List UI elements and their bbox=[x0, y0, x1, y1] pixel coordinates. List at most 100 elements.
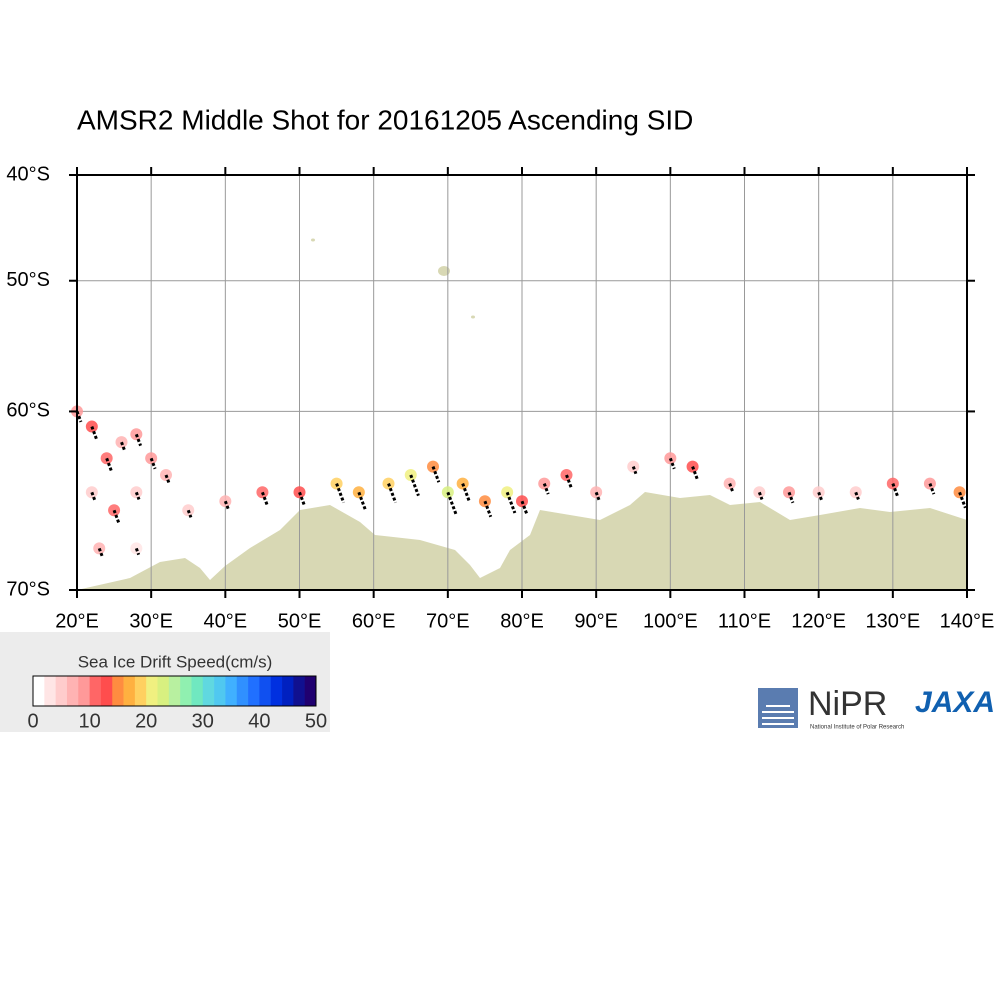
drift-arrow bbox=[357, 491, 367, 511]
colorbar-swatch bbox=[100, 676, 113, 706]
drift-vectors bbox=[71, 405, 967, 558]
drift-arrow bbox=[223, 500, 231, 511]
drift-arrow bbox=[728, 483, 735, 493]
x-tick-label: 20°E bbox=[55, 610, 99, 632]
x-tick-label: 110°E bbox=[718, 610, 771, 632]
colorbar-swatch bbox=[180, 676, 192, 706]
colorbar-swatch bbox=[202, 676, 215, 706]
colorbar-tick-label: 50 bbox=[305, 710, 327, 732]
drift-arrow bbox=[446, 491, 458, 516]
drift-arrow bbox=[120, 441, 127, 452]
x-tick-label: 30°E bbox=[129, 610, 173, 632]
x-tick-label: 100°E bbox=[643, 610, 698, 632]
jaxa-logo: JAXA bbox=[915, 686, 995, 719]
colorbar-swatch bbox=[134, 676, 147, 706]
colorbar-swatch bbox=[304, 676, 317, 706]
x-tick-label: 70°E bbox=[426, 610, 470, 632]
drift-arrow bbox=[691, 466, 700, 482]
drift-arrow bbox=[97, 547, 104, 558]
x-tick-label: 120°E bbox=[791, 610, 846, 632]
colorbar-swatch bbox=[146, 676, 158, 706]
colorbar: 0 10 20 30 40 50 bbox=[27, 675, 327, 732]
drift-point bbox=[501, 486, 514, 499]
drift-arrow bbox=[594, 491, 601, 502]
colorbar-swatch bbox=[112, 676, 124, 706]
drift-arrow bbox=[817, 491, 824, 501]
drift-arrow bbox=[483, 500, 493, 518]
colorbar-swatch bbox=[293, 676, 305, 706]
drift-arrow bbox=[757, 491, 764, 500]
x-tick-label: 140°E bbox=[940, 610, 995, 632]
colorbar-swatch bbox=[55, 676, 68, 706]
colorbar-swatch bbox=[168, 676, 181, 706]
drift-arrow bbox=[90, 426, 99, 441]
colorbar-swatch bbox=[259, 676, 272, 706]
colorbar-swatch bbox=[78, 676, 90, 706]
colorbar-swatch bbox=[66, 676, 79, 706]
drift-arrow bbox=[505, 491, 517, 514]
colorbar-swatch bbox=[236, 676, 249, 706]
island bbox=[438, 266, 450, 276]
drift-arrow bbox=[149, 457, 157, 470]
colorbar-tick-label: 30 bbox=[192, 710, 214, 732]
nipr-logo: NiPR National Institute of Polar Researc… bbox=[758, 685, 904, 731]
y-tick-label: 40°S bbox=[6, 163, 50, 185]
colorbar-title: Sea Ice Drift Speed(cm/s) bbox=[78, 652, 273, 671]
drift-arrow bbox=[134, 433, 142, 447]
x-tick-label: 60°E bbox=[352, 610, 396, 632]
colorbar-swatch bbox=[157, 676, 170, 706]
drift-arrow bbox=[105, 457, 113, 472]
drift-arrow bbox=[90, 491, 97, 501]
drift-arrow bbox=[431, 466, 441, 483]
colorbar-tick-label: 10 bbox=[78, 710, 100, 732]
drift-arrow bbox=[928, 483, 936, 495]
y-tick-label: 60°S bbox=[6, 400, 50, 422]
island bbox=[471, 315, 475, 319]
drift-arrow bbox=[261, 491, 269, 506]
drift-arrow bbox=[186, 509, 193, 518]
drift-arrow bbox=[409, 474, 420, 497]
nipr-icon bbox=[758, 688, 798, 728]
drift-arrow bbox=[298, 491, 307, 507]
y-tick-label: 70°S bbox=[6, 578, 50, 600]
drift-arrow bbox=[854, 491, 860, 500]
colorbar-swatch bbox=[214, 676, 226, 706]
colorbar-tick-label: 0 bbox=[27, 710, 38, 732]
x-tick-label: 50°E bbox=[278, 610, 322, 632]
colorbar-swatch bbox=[270, 676, 283, 706]
colorbar-border bbox=[32, 675, 317, 707]
drift-arrow bbox=[335, 483, 346, 504]
colorbar-swatch bbox=[248, 676, 260, 706]
y-tick-label: 50°S bbox=[6, 269, 50, 291]
nipr-subtitle: National Institute of Polar Research bbox=[810, 725, 904, 731]
colorbar-tick-label: 20 bbox=[135, 710, 157, 732]
nipr-icon-lines bbox=[762, 705, 794, 725]
x-tick-label: 130°E bbox=[865, 610, 920, 632]
colorbar-swatch bbox=[282, 676, 294, 706]
drift-arrow bbox=[164, 474, 171, 485]
drift-arrow bbox=[134, 491, 141, 500]
colorbar-swatch bbox=[33, 676, 45, 706]
drift-arrow bbox=[565, 474, 573, 488]
drift-arrow bbox=[520, 500, 529, 516]
map-title: AMSR2 Middle Shot for 20161205 Ascending… bbox=[77, 104, 693, 135]
axes: 20°E 30°E 40°E 50°E 60°E 70°E 80°E 90°E 100°E 110… bbox=[6, 163, 994, 632]
x-tick-label: 90°E bbox=[574, 610, 618, 632]
x-tick-label: 40°E bbox=[204, 610, 248, 632]
x-tick-label: 80°E bbox=[500, 610, 544, 632]
drift-arrow bbox=[461, 483, 471, 502]
colorbar-swatch bbox=[225, 676, 238, 706]
colorbar-tick-label: 40 bbox=[248, 710, 270, 732]
drift-arrow bbox=[668, 457, 676, 470]
drift-arrow bbox=[387, 483, 397, 504]
colorbar-swatch bbox=[123, 676, 136, 706]
drift-arrow bbox=[787, 491, 795, 504]
drift-arrow bbox=[891, 483, 899, 497]
island bbox=[311, 238, 315, 242]
drift-arrow bbox=[542, 483, 550, 495]
drift-arrow bbox=[134, 547, 141, 556]
colorbar-swatch bbox=[191, 676, 204, 706]
colorbar-swatch bbox=[89, 676, 102, 706]
